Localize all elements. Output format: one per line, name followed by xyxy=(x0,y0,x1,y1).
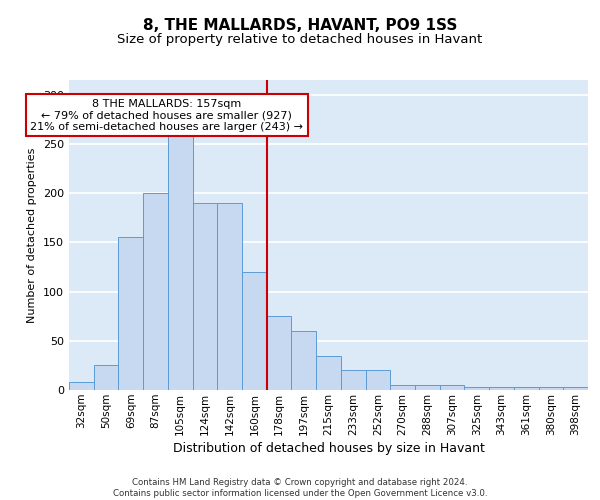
Bar xyxy=(143,193,168,390)
Bar xyxy=(118,238,143,390)
Bar xyxy=(365,370,390,390)
Bar xyxy=(415,385,440,390)
Bar xyxy=(292,331,316,390)
Bar xyxy=(69,382,94,390)
Y-axis label: Number of detached properties: Number of detached properties xyxy=(28,148,37,322)
Bar xyxy=(539,387,563,390)
Bar xyxy=(217,203,242,390)
Bar xyxy=(242,272,267,390)
Bar xyxy=(267,316,292,390)
Bar xyxy=(489,387,514,390)
Text: 8, THE MALLARDS, HAVANT, PO9 1SS: 8, THE MALLARDS, HAVANT, PO9 1SS xyxy=(143,18,457,32)
Text: Size of property relative to detached houses in Havant: Size of property relative to detached ho… xyxy=(118,32,482,46)
Bar xyxy=(94,366,118,390)
Text: 8 THE MALLARDS: 157sqm
← 79% of detached houses are smaller (927)
21% of semi-de: 8 THE MALLARDS: 157sqm ← 79% of detached… xyxy=(30,99,303,132)
Text: Contains HM Land Registry data © Crown copyright and database right 2024.
Contai: Contains HM Land Registry data © Crown c… xyxy=(113,478,487,498)
Bar xyxy=(341,370,365,390)
Bar xyxy=(464,387,489,390)
X-axis label: Distribution of detached houses by size in Havant: Distribution of detached houses by size … xyxy=(173,442,484,455)
Bar xyxy=(390,385,415,390)
Bar xyxy=(514,387,539,390)
Bar xyxy=(316,356,341,390)
Bar xyxy=(440,385,464,390)
Bar xyxy=(168,110,193,390)
Bar xyxy=(563,387,588,390)
Bar xyxy=(193,203,217,390)
